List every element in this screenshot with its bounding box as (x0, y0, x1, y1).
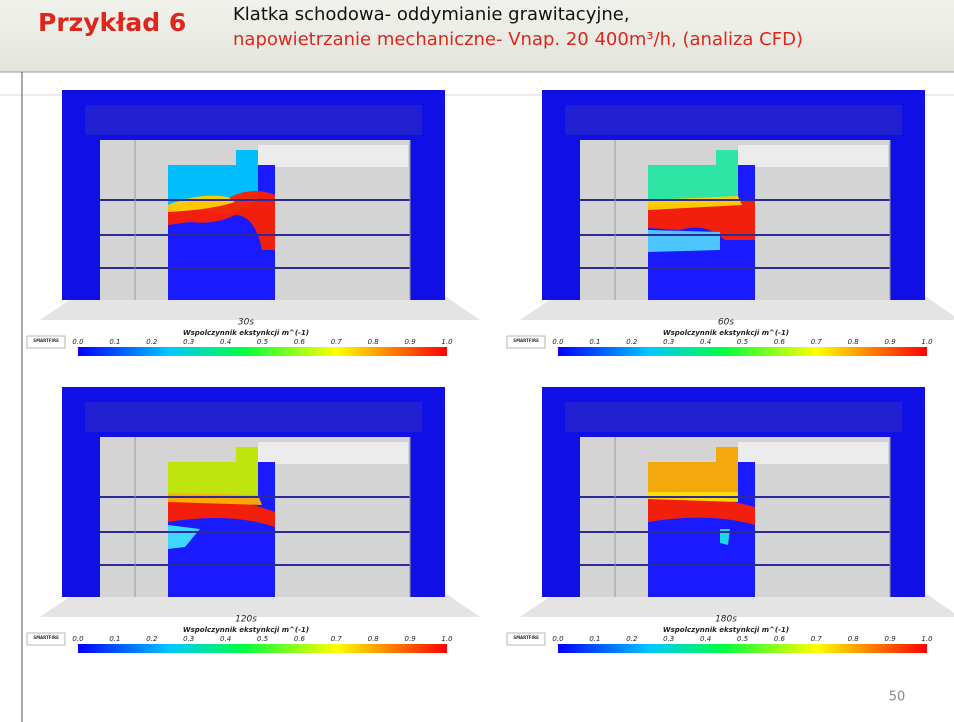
time-label: 120s (235, 615, 257, 625)
colorbar-tick: 0.5 (737, 635, 749, 643)
colorbar-tick: 0.2 (146, 635, 158, 643)
building-top (565, 402, 902, 432)
page-number: 50 (889, 690, 906, 705)
colorbar-tick: 0.2 (626, 338, 638, 346)
building-top (85, 105, 422, 135)
colorbar-title: Wspolczynnik ekstynkcji m^(-1) (183, 329, 309, 337)
colorbar-tick: 0.4 (700, 338, 711, 346)
colorbar-tick: 0.8 (848, 635, 860, 643)
colorbar-tick: 1.0 (441, 338, 453, 346)
smoke-region (648, 230, 720, 252)
colorbar (78, 347, 447, 356)
colorbar-title: Wspolczynnik ekstynkcji m^(-1) (183, 626, 309, 634)
colorbar-tick: 0.1 (109, 635, 120, 643)
colorbar-tick: 0.9 (405, 635, 417, 643)
colorbar-tick: 0.4 (220, 635, 231, 643)
logo: SMARTFIRE (33, 338, 59, 343)
colorbar-tick: 0.7 (331, 338, 343, 346)
building-top (85, 402, 422, 432)
colorbar-tick: 0.5 (257, 338, 269, 346)
colorbar (558, 644, 927, 653)
colorbar-tick: 0.1 (109, 338, 120, 346)
roof-slab (258, 145, 408, 167)
colorbar-tick: 1.0 (921, 338, 933, 346)
colorbar-tick: 0.2 (626, 635, 638, 643)
colorbar-tick: 0.8 (368, 635, 380, 643)
subtitle: Klatka schodowa- oddymianie grawitacyjne… (233, 4, 630, 25)
colorbar-tick: 0.0 (552, 635, 564, 643)
colorbar-tick: 0.6 (294, 635, 306, 643)
colorbar-tick: 0.7 (811, 338, 823, 346)
colorbar-tick: 0.1 (589, 635, 600, 643)
logo: SMARTFIRE (513, 635, 539, 640)
colorbar-tick: 0.4 (700, 635, 711, 643)
colorbar (558, 347, 927, 356)
logo: SMARTFIRE (33, 635, 59, 640)
colorbar (78, 644, 447, 653)
time-label: 30s (238, 318, 254, 328)
colorbar-tick: 0.3 (183, 635, 194, 643)
colorbar-tick: 0.3 (183, 338, 194, 346)
colorbar-tick: 0.9 (885, 338, 897, 346)
colorbar-tick: 0.9 (405, 338, 417, 346)
roof-slab (738, 145, 888, 167)
colorbar-tick: 0.5 (257, 635, 269, 643)
colorbar-tick: 0.0 (552, 338, 564, 346)
subtitle: napowietrzanie mechaniczne- Vnap. 20 400… (233, 29, 803, 50)
colorbar-title: Wspolczynnik ekstynkcji m^(-1) (663, 626, 789, 634)
colorbar-tick: 0.0 (72, 338, 84, 346)
time-label: 60s (718, 318, 734, 328)
colorbar-tick: 0.3 (663, 635, 674, 643)
colorbar-title: Wspolczynnik ekstynkcji m^(-1) (663, 329, 789, 337)
building-top (565, 105, 902, 135)
roof-slab (738, 442, 888, 464)
colorbar-tick: 0.1 (589, 338, 600, 346)
colorbar-tick: 0.4 (220, 338, 231, 346)
roof-slab (258, 442, 408, 464)
colorbar-tick: 0.7 (331, 635, 343, 643)
slide-title: Przykład 6 (38, 8, 186, 37)
slide: Przykład 6 Klatka schodowa- oddymianie g… (0, 0, 954, 722)
colorbar-tick: 0.6 (774, 635, 786, 643)
colorbar-tick: 0.8 (848, 338, 860, 346)
colorbar-tick: 0.9 (885, 635, 897, 643)
colorbar-tick: 0.8 (368, 338, 380, 346)
colorbar-tick: 1.0 (921, 635, 933, 643)
colorbar-tick: 0.7 (811, 635, 823, 643)
logo: SMARTFIRE (513, 338, 539, 343)
colorbar-tick: 0.6 (294, 338, 306, 346)
colorbar-tick: 1.0 (441, 635, 453, 643)
colorbar-tick: 0.2 (146, 338, 158, 346)
colorbar-tick: 0.3 (663, 338, 674, 346)
colorbar-tick: 0.5 (737, 338, 749, 346)
colorbar-tick: 0.6 (774, 338, 786, 346)
time-label: 180s (715, 615, 737, 625)
colorbar-tick: 0.0 (72, 635, 84, 643)
